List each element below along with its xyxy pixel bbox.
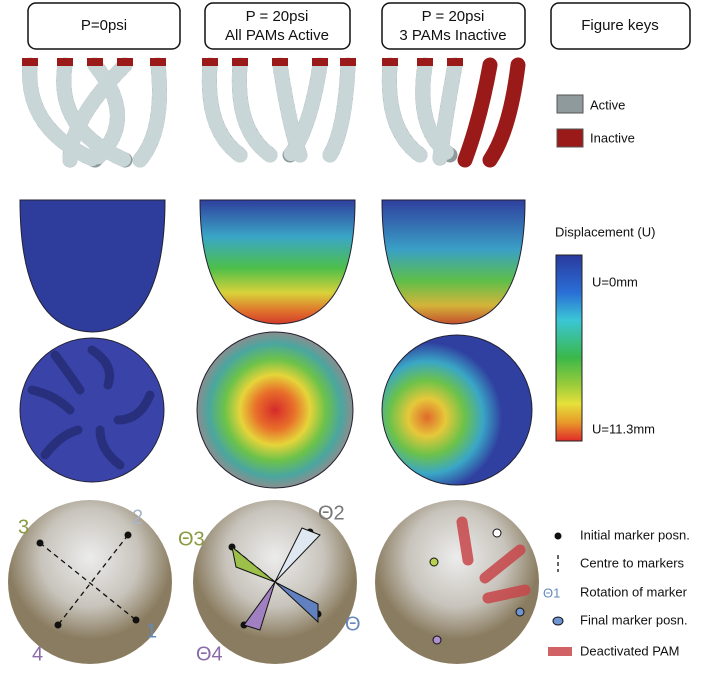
column-header: P=0psi [81,17,127,34]
column-header: All PAMs Active [225,27,329,44]
photo-label: Θ4 [196,643,223,665]
column-header: 3 PAMs Inactive [399,27,506,44]
displacement-cups [19,199,526,333]
photo-label: 2 [132,506,143,528]
marker-key-icons [548,532,572,656]
photo-label: 3 [18,516,29,538]
pam-key-icons [556,94,584,148]
column-header: Figure keys [581,17,659,34]
key-label: Centre to markers [580,555,685,570]
colorbar-label: U=11.3mm [592,421,655,436]
photo-label: Θ3 [178,528,205,550]
photo-label: 4 [32,643,43,665]
photo-label: Θ [345,613,361,635]
key-symbol: Θ1 [543,585,560,600]
key-label: Deactivated PAM [580,643,679,658]
colorbar-label: U=0mm [592,274,638,289]
key-label: Initial marker posn. [580,527,690,542]
photo-label: Θ2 [318,502,345,524]
key-label: Final marker posn. [580,612,688,627]
displacement-discs [19,331,533,489]
colorbar [555,254,583,442]
photo-label: 1 [146,620,157,642]
column-header: P = 20psi [246,8,309,25]
photos [8,500,539,664]
pam-tubes [22,57,526,168]
colorbar-title: Displacement (U) [555,224,655,239]
key-label: Inactive [590,130,635,145]
key-label: Rotation of marker [580,584,688,599]
key-label: Active [590,97,625,112]
header-boxes [27,2,691,50]
column-header: P = 20psi [422,8,485,25]
